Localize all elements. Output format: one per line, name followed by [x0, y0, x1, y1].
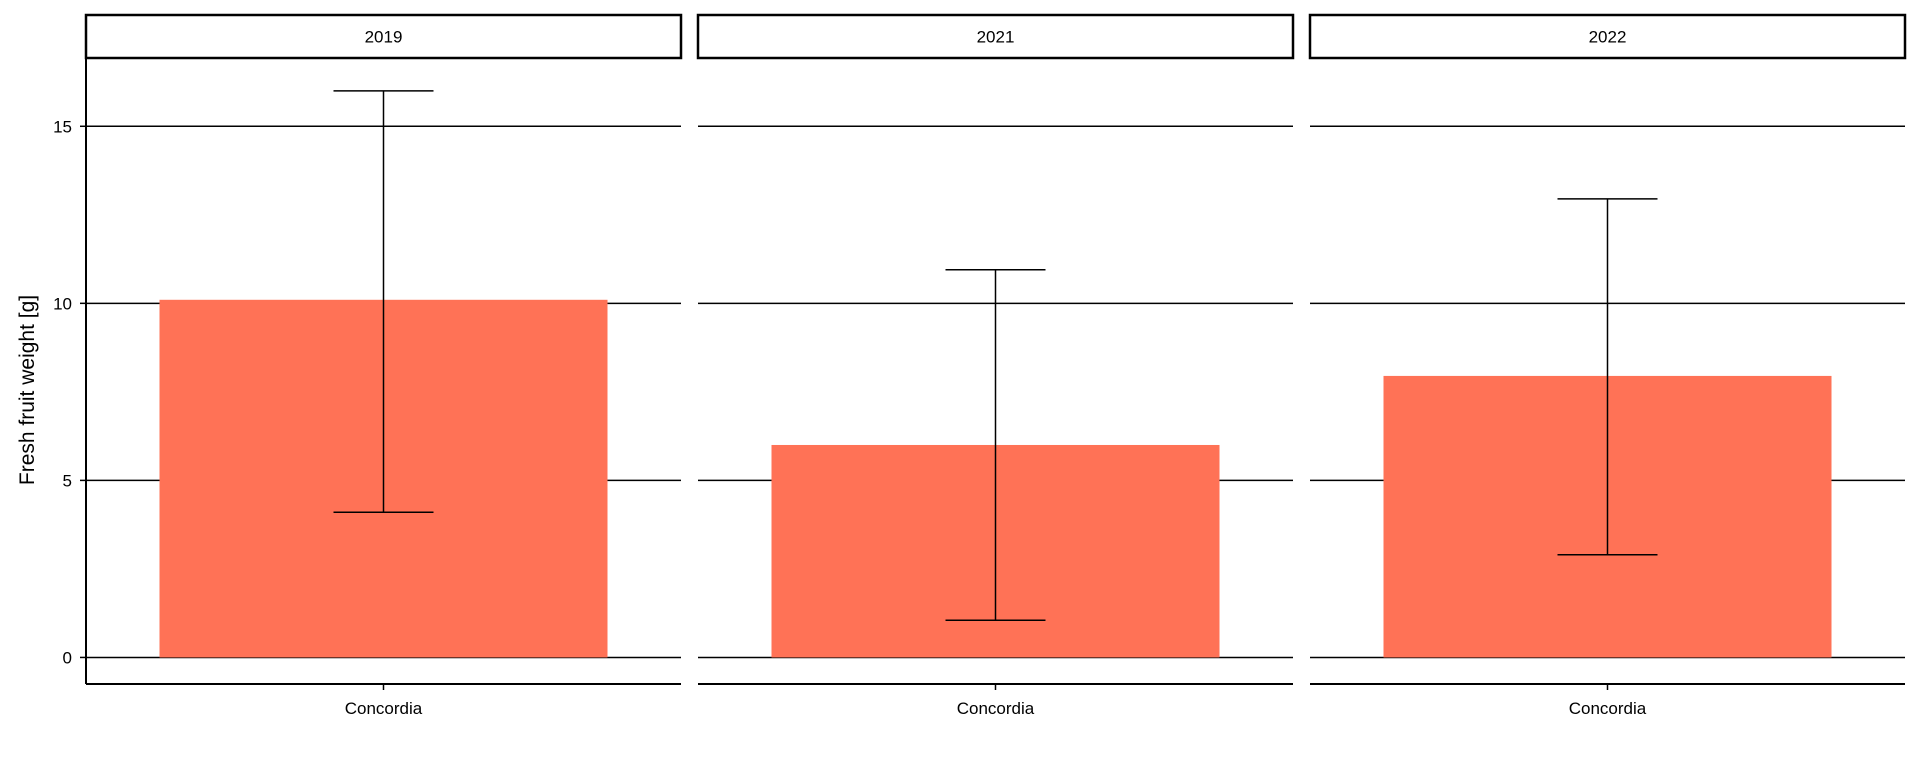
x-tick-label: Concordia	[345, 699, 423, 718]
facet-panel-2022: 2022 Concordia	[1308, 13, 1907, 718]
facet-strip-label: 2019	[365, 28, 403, 47]
y-axis-title: Fresh fruit weight [g]	[16, 295, 39, 485]
facet-strip-label: 2021	[977, 28, 1015, 47]
facet-panel-2021: 2021 Concordia	[696, 13, 1295, 718]
facet-strip	[84, 13, 683, 60]
y-tick-label: 15	[53, 117, 72, 136]
y-tick-label: 10	[53, 294, 72, 313]
x-tick-label: Concordia	[957, 699, 1035, 718]
y-tick-label: 5	[63, 471, 72, 490]
facet-strip	[1308, 13, 1907, 60]
y-tick-label: 0	[63, 648, 72, 667]
facet-panel-2019: 2019 Concordia	[84, 13, 683, 718]
facet-strip-label: 2022	[1589, 28, 1627, 47]
x-tick-label: Concordia	[1569, 699, 1647, 718]
facet-strip	[696, 13, 1295, 60]
